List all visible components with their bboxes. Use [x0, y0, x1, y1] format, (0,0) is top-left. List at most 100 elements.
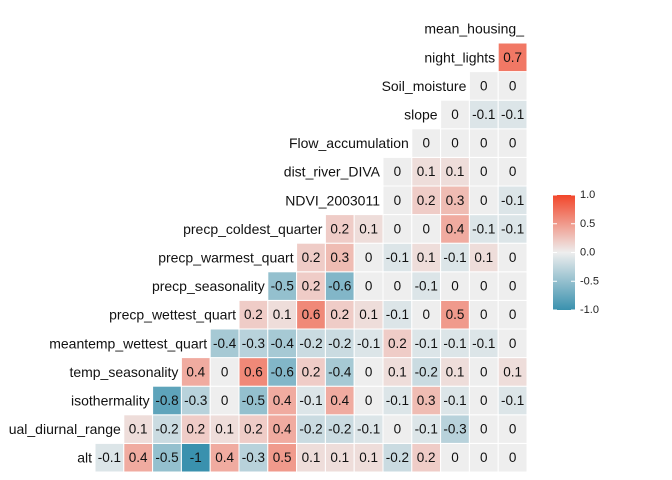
heatmap-cell — [440, 214, 470, 244]
cell-value-label: -0.1 — [443, 336, 466, 351]
cell-value-label: -0.1 — [501, 193, 524, 208]
cell-value-label: 0.1 — [474, 250, 493, 265]
heatmap-cell — [411, 328, 442, 359]
cell-value-label: 0.2 — [302, 250, 321, 265]
cell-value-label: 0.1 — [359, 450, 378, 465]
heatmap-cell — [123, 414, 154, 444]
heatmap-cell — [497, 328, 528, 359]
heatmap-cell — [209, 414, 240, 444]
cell-value-label: 0 — [509, 279, 517, 294]
cell-value-label: -0.1 — [443, 250, 466, 265]
cell-value-label: 0.5 — [273, 450, 292, 465]
heatmap-cell — [296, 385, 326, 416]
heatmap-cell — [468, 385, 499, 416]
heatmap-cell — [353, 442, 384, 473]
cell-value-label: 0 — [451, 107, 459, 122]
cell-value-label: 0 — [394, 193, 402, 208]
cell-value-label: 0.1 — [273, 307, 292, 322]
cell-value-label: 0.2 — [186, 422, 205, 437]
cell-value-label: -0.8 — [155, 393, 178, 408]
heatmap-cell — [296, 242, 326, 273]
variable-label: Flow_accumulation — [289, 135, 409, 151]
cell-value-label: 0.3 — [417, 393, 436, 408]
cell-value-label: -0.3 — [443, 422, 466, 437]
cell-value-label: 0 — [509, 307, 517, 322]
heatmap-cell — [382, 385, 413, 416]
cell-value-label: -0.1 — [386, 393, 409, 408]
variable-label: isothermality — [71, 393, 150, 409]
cell-value-label: -0.2 — [328, 336, 351, 351]
heatmap-cell — [497, 214, 528, 244]
cell-value-label: 0.4 — [215, 450, 234, 465]
cell-value-label: 0 — [394, 279, 402, 294]
heatmap-cell — [497, 71, 528, 101]
cell-value-label: -0.2 — [155, 422, 178, 437]
heatmap-cell — [468, 156, 499, 187]
heatmap-cell — [468, 242, 499, 273]
heatmap-cell — [353, 214, 384, 244]
heatmap-cell — [440, 185, 470, 216]
heatmap-cell — [324, 328, 355, 359]
heatmap-cell — [468, 414, 499, 444]
variable-label: dist_river_DIVA — [284, 164, 381, 180]
cell-value-label: 0 — [480, 193, 488, 208]
heatmap-cell — [497, 357, 528, 387]
cell-value-label: 0 — [221, 364, 229, 379]
cell-value-label: -0.1 — [98, 450, 121, 465]
cell-value-label: 0 — [480, 136, 488, 151]
cell-value-label: 0 — [480, 164, 488, 179]
cell-value-label: -0.1 — [501, 393, 524, 408]
cell-value-label: 0.1 — [215, 422, 234, 437]
cell-value-label: 0.2 — [302, 364, 321, 379]
legend-tick-label: 0.0 — [580, 247, 595, 259]
heatmap-cell — [209, 328, 240, 359]
cell-value-label: 0 — [365, 364, 373, 379]
cell-value-label: 0.1 — [388, 364, 407, 379]
heatmap-cell — [382, 357, 413, 387]
cell-value-label: 0.4 — [129, 450, 148, 465]
heatmap-cell — [324, 242, 355, 273]
cell-value-label: 0.1 — [129, 422, 148, 437]
color-legend: 1.0 0.5 0.0 -0.5 -1.0 — [553, 189, 599, 316]
legend-tick-label: 1.0 — [580, 189, 595, 201]
heatmap-cell — [152, 414, 182, 444]
cell-value-label: 0 — [480, 422, 488, 437]
heatmap-cell — [238, 357, 269, 387]
heatmap-cell — [324, 414, 355, 444]
cell-value-label: 0 — [509, 336, 517, 351]
legend-tick-label: 0.5 — [580, 218, 595, 230]
legend-colorbar — [553, 195, 575, 310]
variable-label: mean_housing_ — [424, 21, 524, 37]
heatmap-cell — [353, 357, 384, 387]
heatmap-cell — [238, 299, 269, 330]
cell-value-label: -0.2 — [415, 364, 438, 379]
cell-value-label: -0.1 — [386, 250, 409, 265]
heatmap-cell — [440, 128, 470, 158]
cell-value-label: -0.1 — [415, 422, 438, 437]
cell-value-label: 0.1 — [359, 221, 378, 236]
heatmap-cell — [267, 442, 298, 473]
heatmap-cell — [324, 442, 355, 473]
heatmap-cell — [411, 128, 442, 158]
heatmap-cell — [267, 385, 298, 416]
cell-value-label: 0 — [509, 450, 517, 465]
heatmap-cell — [497, 99, 528, 130]
cell-value-label: 0.4 — [273, 422, 292, 437]
cell-value-label: -0.3 — [242, 336, 265, 351]
cell-value-label: 0 — [451, 279, 459, 294]
variable-label: slope — [404, 107, 438, 123]
cell-value-label: 0.3 — [330, 250, 349, 265]
heatmap-cell — [238, 442, 269, 473]
heatmap-cell — [382, 328, 413, 359]
cell-value-label: -0.5 — [271, 279, 294, 294]
cell-value-label: 0 — [221, 393, 229, 408]
cell-value-label: -0.1 — [501, 221, 524, 236]
cell-value-label: 0.1 — [446, 364, 465, 379]
variable-label: night_lights — [424, 49, 495, 65]
cell-value-label: 0.7 — [503, 50, 522, 65]
cell-value-label: 0.2 — [244, 307, 263, 322]
cell-value-label: 0 — [509, 136, 517, 151]
cell-value-label: 0 — [480, 364, 488, 379]
cell-value-label: -0.4 — [328, 364, 352, 379]
cell-value-label: -0.2 — [299, 422, 322, 437]
